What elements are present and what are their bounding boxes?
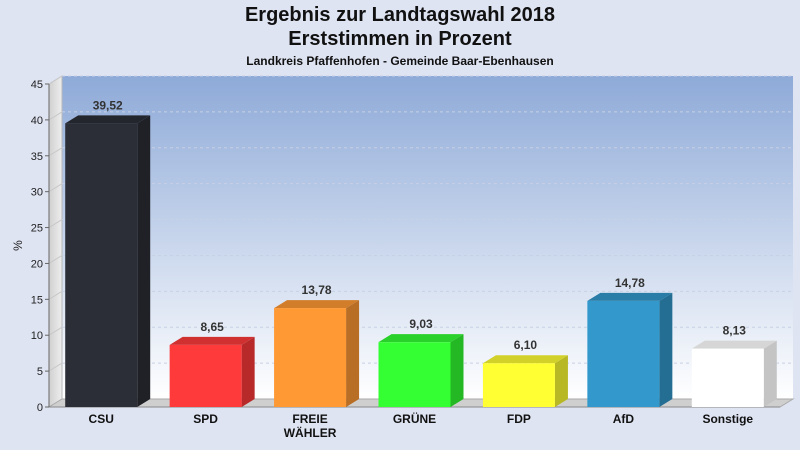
bar-side xyxy=(241,336,255,407)
plot-side-wall xyxy=(48,75,63,408)
bar-top xyxy=(691,340,777,349)
x-tick-label: GRÜNE xyxy=(393,411,436,426)
bar: 13,78 xyxy=(274,283,360,407)
x-tick-label: AfD xyxy=(613,412,635,426)
gridline-wall xyxy=(48,75,63,85)
y-tick-label: 5 xyxy=(37,366,43,378)
bar-value-label: 8,13 xyxy=(723,324,747,338)
bar-front xyxy=(587,300,660,407)
bar-top xyxy=(378,334,464,343)
bar-value-label: 6,10 xyxy=(514,338,538,352)
gridline-wall xyxy=(48,362,63,372)
bar-side xyxy=(554,355,568,407)
y-tick-label: 10 xyxy=(31,330,43,342)
bar: 9,03 xyxy=(378,317,464,407)
bar-side xyxy=(763,340,777,407)
bar: 39,52 xyxy=(65,98,151,407)
bar-side xyxy=(346,300,360,407)
x-tick-label: SPD xyxy=(193,412,218,426)
gridline-wall xyxy=(48,326,63,336)
y-tick-label: 0 xyxy=(37,402,43,414)
bar-front xyxy=(169,344,242,407)
gridline-wall xyxy=(48,290,63,300)
y-tick-label: 40 xyxy=(31,115,43,127)
bar-top xyxy=(65,115,151,124)
y-tick-label: 25 xyxy=(31,223,43,235)
bar-front xyxy=(482,363,555,407)
bar-front xyxy=(691,348,764,407)
x-tick-label: FREIE WÄHLER xyxy=(284,412,337,440)
bar: 6,10 xyxy=(482,338,568,407)
bar-value-label: 8,65 xyxy=(200,320,224,334)
bar-value-label: 9,03 xyxy=(409,317,433,331)
gridline-wall xyxy=(48,111,63,121)
gridline-wall xyxy=(48,183,63,193)
chart-subtitle: Erststimmen in Prozent xyxy=(288,28,512,50)
x-tick-label: Sonstige xyxy=(702,412,753,426)
x-tick-label: FDP xyxy=(507,412,531,426)
y-axis-title: % xyxy=(11,240,25,251)
bar-front xyxy=(274,308,347,407)
y-tick-label: 30 xyxy=(31,187,43,199)
bar-top xyxy=(169,336,255,345)
y-tick-label: 20 xyxy=(31,258,43,270)
bar-front xyxy=(378,342,451,407)
bar: 8,13 xyxy=(691,324,777,407)
bar-side xyxy=(137,115,151,407)
y-tick-label: 35 xyxy=(31,151,43,163)
gridline-wall xyxy=(48,219,63,228)
bar-front xyxy=(65,123,138,407)
bar: 14,78 xyxy=(587,276,673,407)
bar: 8,65 xyxy=(169,320,255,407)
gridline-wall xyxy=(48,255,63,264)
chart-title: Ergebnis zur Landtagswahl 2018 xyxy=(244,4,556,26)
bar-top xyxy=(482,355,568,364)
bar-side xyxy=(450,334,464,407)
bar-side xyxy=(659,292,673,407)
bar-value-label: 13,78 xyxy=(302,283,332,297)
y-tick-label: 15 xyxy=(31,294,43,306)
bar-value-label: 14,78 xyxy=(615,276,645,290)
x-tick-label: CSU xyxy=(89,412,114,426)
bar-value-label: 39,52 xyxy=(93,98,123,112)
gridline-wall xyxy=(48,147,63,157)
y-tick-label: 45 xyxy=(31,79,43,91)
chart-region-label: Landkreis Pfaffenhofen - Gemeinde Baar-E… xyxy=(246,54,554,68)
bar-top xyxy=(274,300,360,309)
bar-top xyxy=(587,292,673,301)
